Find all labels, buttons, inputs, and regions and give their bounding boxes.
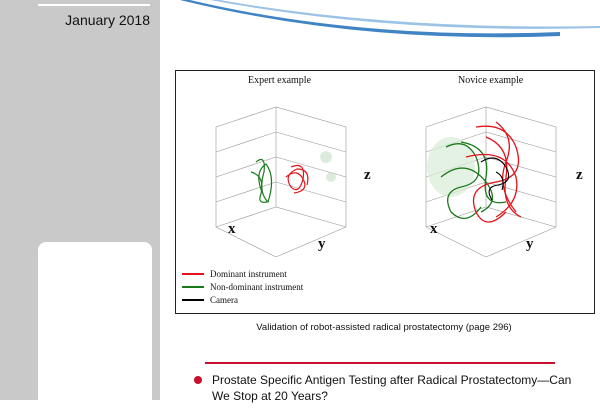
legend-swatch-green bbox=[182, 285, 204, 288]
section-divider bbox=[205, 362, 555, 364]
legend-label: Camera bbox=[210, 294, 238, 305]
novice-x-axis-label: x bbox=[430, 221, 438, 237]
novice-z-axis-label: z bbox=[576, 167, 583, 183]
bullet-icon bbox=[194, 376, 202, 384]
novice-y-axis-label: y bbox=[526, 236, 534, 252]
legend-swatch-red bbox=[182, 272, 204, 275]
legend-label: Non-dominant instrument bbox=[210, 281, 304, 292]
expert-z-axis-label: z bbox=[364, 167, 371, 183]
legend-swatch-black bbox=[182, 298, 204, 301]
legend-item-camera: Camera bbox=[182, 293, 303, 306]
novice-camera-trace bbox=[480, 157, 510, 201]
legend-item-nondominant: Non-dominant instrument bbox=[182, 280, 303, 293]
expert-nondominant-trace bbox=[250, 159, 273, 204]
expert-y-axis-label: y bbox=[318, 236, 326, 252]
expert-panel-title: Expert example bbox=[248, 75, 312, 86]
issue-date: January 2018 bbox=[65, 12, 150, 28]
expert-x-axis-label: x bbox=[228, 221, 236, 237]
novice-3d-plot bbox=[425, 106, 557, 258]
sidebar-rule bbox=[38, 4, 150, 6]
article-title[interactable]: Prostate Specific Antigen Testing after … bbox=[212, 373, 572, 403]
novice-nondominant-trace bbox=[440, 141, 507, 219]
expert-dominant-trace bbox=[285, 164, 309, 194]
legend-item-dominant: Dominant instrument bbox=[182, 267, 303, 280]
header-swoosh bbox=[180, 0, 600, 38]
legend-label: Dominant instrument bbox=[210, 268, 287, 279]
left-sidebar: January 2018 bbox=[0, 0, 160, 412]
figure-frame: Expert example x y z Novice example bbox=[175, 70, 595, 314]
article-list-item[interactable]: Prostate Specific Antigen Testing after … bbox=[194, 372, 572, 404]
expert-3d-plot bbox=[215, 106, 347, 258]
sidebar-white-box bbox=[38, 242, 152, 412]
novice-panel-title: Novice example bbox=[458, 75, 524, 86]
figure-legend: Dominant instrument Non-dominant instrum… bbox=[182, 267, 303, 306]
figure-caption: Validation of robot-assisted radical pro… bbox=[256, 322, 512, 333]
novice-dominant-trace bbox=[465, 121, 522, 223]
